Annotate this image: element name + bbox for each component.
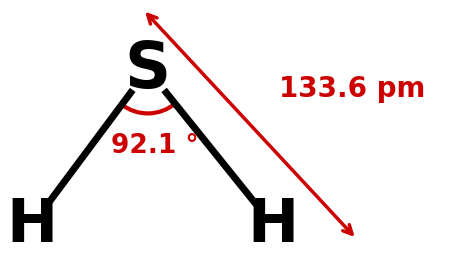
Text: H: H <box>6 196 57 255</box>
Text: 92.1 °: 92.1 ° <box>110 133 198 159</box>
Text: 133.6 pm: 133.6 pm <box>279 75 425 103</box>
Text: S: S <box>125 39 171 101</box>
Text: H: H <box>247 196 299 255</box>
